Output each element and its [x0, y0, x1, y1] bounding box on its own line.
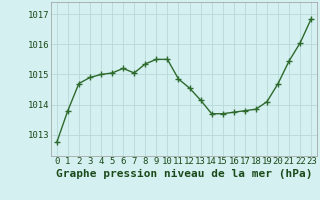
X-axis label: Graphe pression niveau de la mer (hPa): Graphe pression niveau de la mer (hPa) [56, 169, 312, 179]
